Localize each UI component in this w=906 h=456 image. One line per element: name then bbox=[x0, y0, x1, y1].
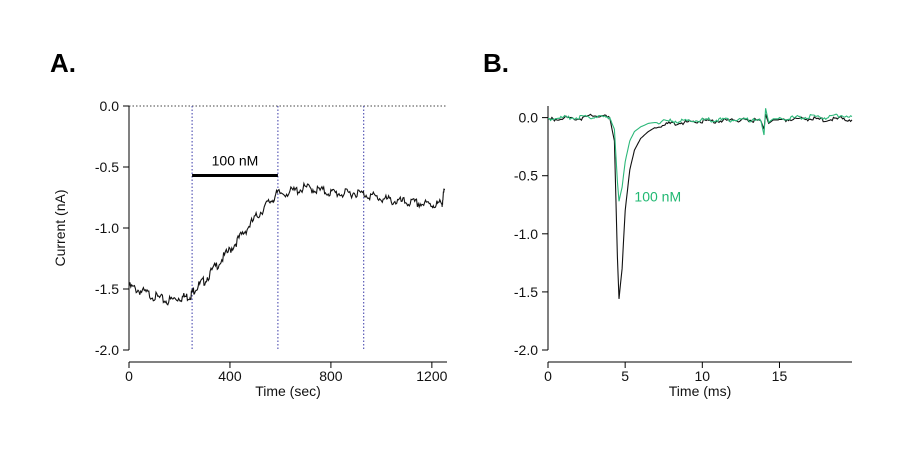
panel-a-y-ticks: 0.0 -0.5 -1.0 -1.5 -2.0 bbox=[95, 98, 129, 358]
panel-b-x-ticks: 0 5 10 15 bbox=[544, 362, 787, 384]
panel-a-letter: A. bbox=[50, 48, 76, 78]
panel-a-x-ticks: 0 400 800 1200 bbox=[125, 362, 448, 384]
panel-b-series-line bbox=[547, 108, 853, 202]
panel-a-x-tick-label: 400 bbox=[218, 368, 242, 384]
panel-a: A. 0.0 -0.5 -1.0 -1.5 -2.0 0 400 800 1200 100 n… bbox=[50, 48, 448, 399]
panel-b-y-tick-label: -2.0 bbox=[514, 342, 538, 358]
panel-a-y-tick-label: 0.0 bbox=[100, 98, 120, 114]
panel-b-x-tick-label: 5 bbox=[621, 368, 629, 384]
panel-b-letter: B. bbox=[483, 48, 509, 78]
panel-a-series-line bbox=[128, 181, 446, 306]
panel-a-y-tick-label: -1.5 bbox=[95, 281, 119, 297]
panel-b-series-line bbox=[547, 113, 853, 299]
panel-b-y-tick-label: -0.5 bbox=[514, 168, 538, 184]
panel-b-drug-label: 100 nM bbox=[634, 189, 681, 205]
panel-b-x-tick-label: 0 bbox=[544, 368, 552, 384]
panel-a-y-tick-label: -1.0 bbox=[95, 220, 119, 236]
panel-a-x-tick-label: 1200 bbox=[416, 368, 447, 384]
panel-b-y-tick-label: -1.5 bbox=[514, 284, 538, 300]
panel-a-series bbox=[128, 181, 446, 306]
panel-b-x-tick-label: 15 bbox=[772, 368, 788, 384]
panel-b-y-tick-label: -1.0 bbox=[514, 226, 538, 242]
panel-a-x-tick-label: 0 bbox=[125, 368, 133, 384]
panel-a-x-tick-label: 800 bbox=[319, 368, 343, 384]
panel-b-y-tick-label: 0.0 bbox=[519, 110, 539, 126]
panel-a-drug-label: 100 nM bbox=[212, 153, 259, 169]
panel-b-x-tick-label: 10 bbox=[695, 368, 711, 384]
panel-b-x-label: Time (ms) bbox=[669, 383, 731, 399]
panel-a-y-tick-label: -0.5 bbox=[95, 159, 119, 175]
panel-a-x-label: Time (sec) bbox=[255, 383, 321, 399]
panel-a-y-tick-label: -2.0 bbox=[95, 342, 119, 358]
panel-b: B. 0.0 -0.5 -1.0 -1.5 -2.0 0 5 10 15 100 nM Tim… bbox=[483, 48, 853, 399]
panel-b-series bbox=[547, 108, 853, 299]
panel-b-y-ticks: 0.0 -0.5 -1.0 -1.5 -2.0 bbox=[514, 110, 548, 358]
panel-a-guides bbox=[129, 105, 447, 350]
panel-a-y-label: Current (nA) bbox=[52, 189, 68, 266]
